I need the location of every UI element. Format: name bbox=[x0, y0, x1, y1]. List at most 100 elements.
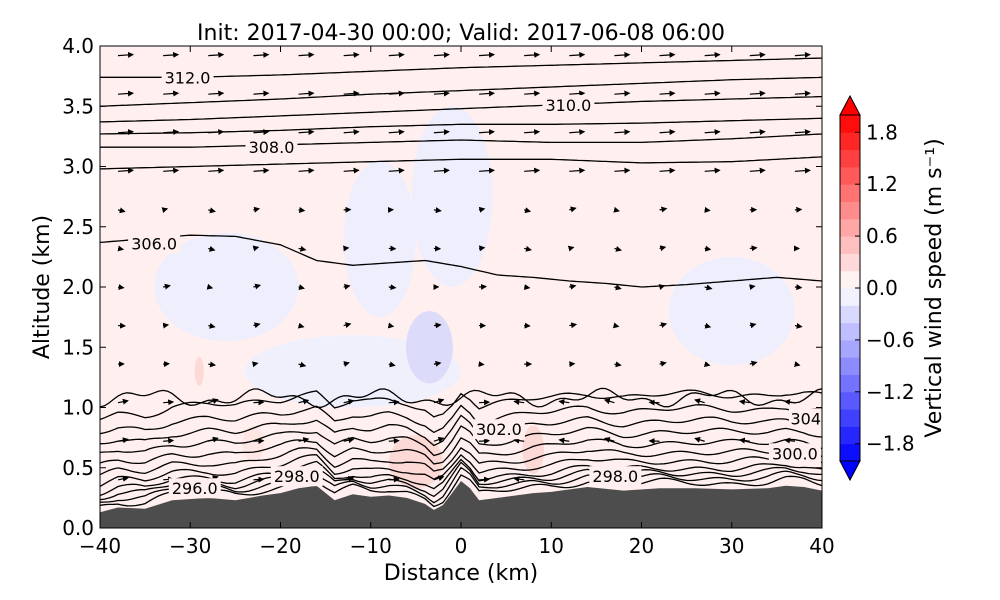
wind-vector bbox=[298, 129, 315, 136]
wind-vector bbox=[433, 475, 445, 482]
y-tick-label: 2.5 bbox=[62, 215, 94, 239]
wind-vector bbox=[749, 90, 766, 97]
wind-vector bbox=[208, 322, 216, 329]
theta-label-bg bbox=[542, 95, 595, 116]
wind-vector bbox=[569, 90, 586, 97]
wind-vector bbox=[569, 206, 577, 213]
theta-label-bg bbox=[128, 233, 181, 254]
wind-vector bbox=[749, 322, 757, 329]
wind-vector bbox=[388, 399, 400, 406]
theta-contour-label: 300.0 bbox=[772, 444, 818, 463]
wind-vector bbox=[704, 90, 721, 97]
vertical-wind-shading bbox=[154, 106, 795, 489]
colorbar-segment bbox=[840, 357, 860, 375]
wind-vector bbox=[343, 51, 360, 58]
wind-vector bbox=[253, 476, 265, 483]
theta-contour bbox=[100, 76, 822, 107]
w-shade-patch bbox=[668, 256, 795, 366]
wind-vector bbox=[433, 51, 450, 58]
wind-vector bbox=[558, 437, 570, 444]
wind-vector bbox=[794, 90, 811, 97]
wind-vector bbox=[163, 51, 180, 58]
wind-vector bbox=[704, 245, 712, 252]
theta-contour-label: 298.0 bbox=[592, 467, 638, 486]
colorbar-segment bbox=[840, 443, 860, 462]
wind-vector bbox=[298, 90, 315, 97]
theta-contour-label: 302.0 bbox=[476, 420, 522, 439]
x-tick-label: 10 bbox=[539, 534, 564, 558]
y-tick-label: 3.0 bbox=[62, 155, 94, 179]
colorbar-tick-label: −1.8 bbox=[866, 432, 915, 456]
theta-label-bg bbox=[270, 466, 323, 487]
colorbar-segment bbox=[840, 132, 860, 151]
colorbar-label: Vertical wind speed (m s⁻¹) bbox=[922, 138, 947, 437]
wind-vector bbox=[297, 322, 305, 329]
wind-vector bbox=[253, 51, 270, 58]
wind-vector bbox=[298, 284, 305, 291]
w-shade-patch bbox=[154, 232, 299, 342]
wind-vector bbox=[253, 167, 270, 174]
wind-vector bbox=[569, 322, 578, 329]
wind-vector bbox=[513, 476, 525, 483]
x-axis-label: Distance (km) bbox=[384, 561, 539, 586]
wind-vector bbox=[298, 245, 307, 252]
wind-vector bbox=[253, 322, 261, 329]
wind-vector bbox=[524, 51, 541, 58]
x-tick-label: 30 bbox=[719, 534, 744, 558]
theta-contour bbox=[100, 436, 822, 465]
wind-vector bbox=[704, 322, 712, 329]
wind-vector bbox=[298, 437, 310, 444]
wind-vector bbox=[478, 206, 486, 213]
chart-title: Init: 2017-04-30 00:00; Valid: 2017-06-0… bbox=[197, 21, 725, 46]
colorbar: 1.8 1.2 0.6 0.0 −0.6 −1.2 −1.8 bbox=[839, 94, 915, 482]
y-tick-label: 1.0 bbox=[62, 396, 94, 420]
colorbar-tick-label: 0.6 bbox=[866, 224, 898, 248]
wind-vector bbox=[433, 436, 445, 443]
wind-vector bbox=[118, 129, 135, 136]
wind-vector bbox=[343, 475, 355, 482]
wind-vector bbox=[479, 90, 496, 97]
wind-vector bbox=[118, 90, 135, 97]
w-shade-patch bbox=[411, 106, 493, 287]
wind-vector bbox=[749, 167, 766, 174]
y-tick-label: 0.0 bbox=[62, 516, 94, 540]
wind-vector bbox=[161, 207, 169, 213]
wind-vector bbox=[163, 283, 171, 290]
wind-vector bbox=[603, 436, 615, 443]
wind-vector bbox=[298, 398, 310, 405]
wind-vector bbox=[659, 129, 676, 136]
theta-contour-label: 308.0 bbox=[249, 138, 295, 157]
wind-vector bbox=[208, 167, 225, 174]
wind-vector bbox=[433, 129, 450, 136]
wind-vector bbox=[659, 322, 668, 328]
wind-vector bbox=[694, 436, 705, 443]
x-tick-label: −30 bbox=[169, 534, 211, 558]
colorbar-segment bbox=[840, 339, 860, 358]
wind-vector bbox=[694, 398, 705, 405]
wind-vector bbox=[388, 51, 405, 58]
wind-vector bbox=[117, 437, 129, 444]
wind-vector bbox=[704, 51, 721, 58]
wind-vector bbox=[163, 437, 175, 444]
colorbar-tick-label: 0.0 bbox=[866, 276, 898, 300]
wind-vector bbox=[388, 167, 405, 174]
wind-vector bbox=[433, 90, 450, 97]
wind-vector bbox=[793, 361, 801, 367]
wind-vector bbox=[569, 129, 586, 136]
colorbar-segment bbox=[840, 374, 860, 393]
wind-vector bbox=[208, 436, 219, 443]
wind-vector bbox=[614, 284, 622, 291]
wind-vector bbox=[569, 167, 586, 174]
wind-vector bbox=[387, 322, 395, 329]
theta-contour bbox=[100, 95, 822, 123]
wind-vector bbox=[343, 245, 350, 252]
wind-vector bbox=[659, 245, 667, 252]
wind-vector bbox=[603, 398, 615, 405]
colorbar-tick-label: 1.2 bbox=[866, 172, 898, 196]
wind-vector bbox=[117, 245, 125, 252]
wind-vector bbox=[614, 167, 631, 174]
wind-vector bbox=[784, 437, 796, 444]
wind-vector bbox=[614, 361, 622, 368]
wind-vector bbox=[208, 398, 219, 404]
